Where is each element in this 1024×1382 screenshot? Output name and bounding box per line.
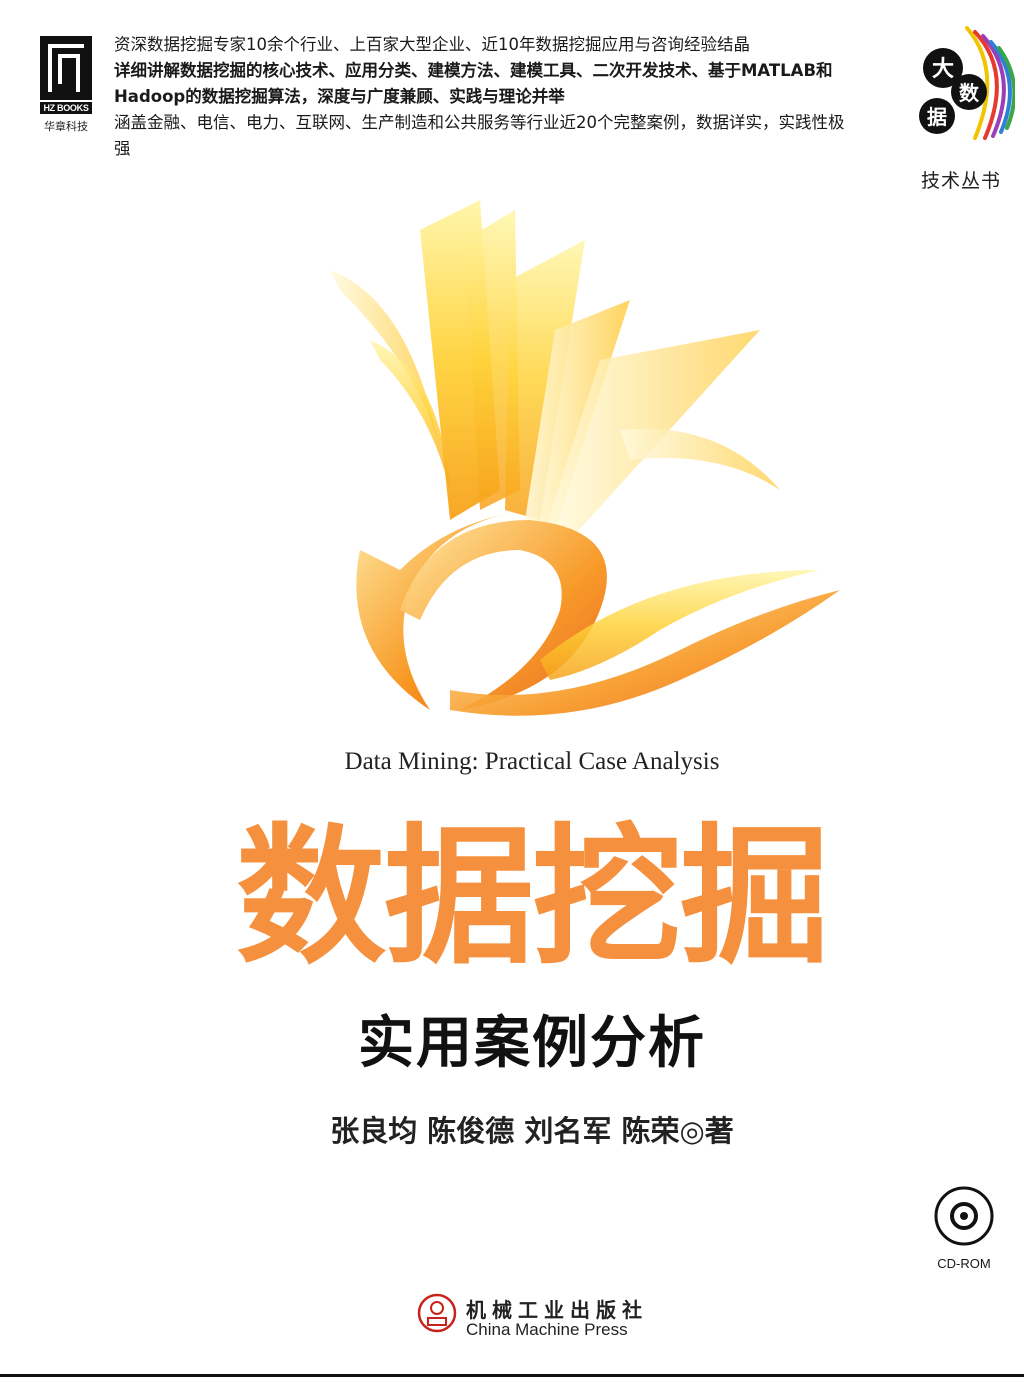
blurb-line: 详细讲解数据挖掘的核心技术、应用分类、建模方法、建模工具、二次开发技术、基于MA…: [114, 61, 833, 106]
authors-line: 张良均 陈俊德 刘名军 陈荣◎著: [330, 1114, 734, 1148]
hz-books-text: HZ BOOKS: [40, 102, 92, 114]
english-title: Data Mining: Practical Case Analysis: [344, 748, 720, 775]
publisher-en-name: China Machine Press: [466, 1320, 628, 1339]
series-char-da: 大: [932, 57, 954, 82]
blurb-line: 涵盖金融、电信、电力、互联网、生产制造和公共服务等行业近20个完整案例，数据详实…: [114, 113, 845, 158]
hz-books-cn-name: 华章科技: [44, 120, 88, 133]
blurb-line: 资深数据挖掘专家10余个行业、上百家大型企业、近10年数据挖掘应用与咨询经验结晶: [114, 35, 750, 54]
hz-books-logo: HZ BOOKS 华章科技: [40, 36, 92, 134]
series-char-ju: 据: [927, 105, 947, 129]
book-title: 数据挖掘: [235, 809, 830, 985]
cd-rom-label: CD-ROM: [937, 1256, 991, 1271]
publisher-cn-name: 机械工业出版社: [466, 1298, 648, 1322]
series-badge: 大 数 据 技术丛书: [905, 20, 1015, 195]
publisher-emblem-icon: [417, 1293, 457, 1333]
series-char-shu: 数: [959, 81, 980, 105]
ribbon-artwork: [330, 200, 840, 716]
series-badge-icon: 大 数 据: [919, 26, 1015, 140]
cd-icon: [934, 1186, 994, 1246]
hz-books-mark: [40, 36, 92, 100]
cover-blurb: 资深数据挖掘专家10余个行业、上百家大型企业、近10年数据挖掘应用与咨询经验结晶…: [114, 32, 854, 162]
series-label: 技术丛书: [921, 170, 1002, 192]
cd-rom-badge: CD-ROM: [928, 1184, 1000, 1271]
bottom-rule: [0, 1374, 1024, 1377]
book-subtitle: 实用案例分析: [358, 1011, 706, 1076]
